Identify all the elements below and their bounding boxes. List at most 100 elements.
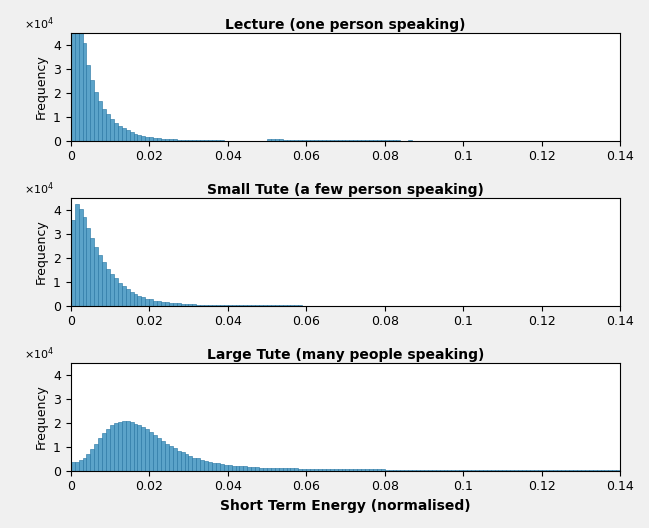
Bar <box>71 0 75 140</box>
Bar <box>467 470 471 471</box>
Bar <box>408 469 412 471</box>
Bar <box>177 304 180 306</box>
Bar <box>169 139 173 140</box>
Bar <box>463 470 467 471</box>
Bar <box>306 469 310 471</box>
Bar <box>216 463 220 471</box>
Y-axis label: Frequency: Frequency <box>34 54 47 119</box>
Bar <box>149 432 153 471</box>
Bar <box>165 444 169 471</box>
Bar <box>495 470 498 471</box>
Bar <box>204 461 208 471</box>
Bar <box>102 262 106 306</box>
Bar <box>502 470 506 471</box>
Bar <box>86 228 90 306</box>
Bar <box>118 422 122 471</box>
Bar <box>232 466 236 471</box>
Bar <box>369 469 373 471</box>
Bar <box>295 468 299 471</box>
Bar <box>169 303 173 306</box>
Bar <box>201 460 204 471</box>
Title: Lecture (one person speaking): Lecture (one person speaking) <box>225 18 466 32</box>
Bar <box>118 126 122 140</box>
Bar <box>271 468 275 471</box>
Bar <box>145 429 149 471</box>
Bar <box>153 138 157 140</box>
Bar <box>287 139 291 140</box>
Bar <box>299 468 302 471</box>
Bar <box>337 469 341 471</box>
Bar <box>287 468 291 471</box>
Bar <box>75 461 79 471</box>
Bar <box>75 0 79 140</box>
Bar <box>173 303 177 306</box>
Bar <box>389 469 393 471</box>
Bar <box>192 304 196 306</box>
Bar <box>220 464 224 471</box>
Bar <box>79 15 82 140</box>
Bar <box>94 444 98 471</box>
Bar <box>90 238 94 306</box>
Bar <box>196 458 201 471</box>
Bar <box>475 470 479 471</box>
Bar <box>404 470 408 471</box>
Bar <box>145 299 149 306</box>
Bar <box>188 456 192 471</box>
Bar <box>196 305 201 306</box>
Bar <box>483 470 487 471</box>
Bar <box>357 469 361 471</box>
Bar <box>114 423 118 471</box>
Title: Small Tute (a few person speaking): Small Tute (a few person speaking) <box>207 183 484 197</box>
Bar <box>114 278 118 306</box>
Bar <box>173 139 177 140</box>
Bar <box>424 470 428 471</box>
Bar <box>514 470 518 471</box>
Bar <box>114 123 118 140</box>
Bar <box>106 269 110 306</box>
Bar <box>487 470 491 471</box>
Bar <box>161 302 165 306</box>
Bar <box>138 296 141 306</box>
Bar <box>326 469 330 471</box>
Bar <box>459 470 463 471</box>
Bar <box>188 304 192 306</box>
Bar <box>82 218 86 306</box>
Y-axis label: Frequency: Frequency <box>34 384 47 449</box>
Bar <box>228 305 232 306</box>
Bar <box>102 433 106 471</box>
Bar <box>153 435 157 471</box>
Bar <box>216 305 220 306</box>
Bar <box>353 469 357 471</box>
Bar <box>271 139 275 140</box>
Bar <box>322 469 326 471</box>
Bar <box>302 469 306 471</box>
Bar <box>283 468 287 471</box>
Bar <box>412 470 416 471</box>
Bar <box>377 469 381 471</box>
Bar <box>310 468 314 471</box>
Bar <box>263 468 267 471</box>
Bar <box>428 470 432 471</box>
Bar <box>157 301 161 306</box>
Bar <box>334 469 337 471</box>
Bar <box>86 64 90 140</box>
Bar <box>491 470 495 471</box>
Bar <box>435 470 439 471</box>
Bar <box>90 449 94 471</box>
Bar <box>126 289 130 306</box>
Bar <box>138 425 141 471</box>
Bar <box>420 470 424 471</box>
Bar <box>184 304 188 306</box>
Bar <box>345 469 349 471</box>
Bar <box>149 299 153 306</box>
Bar <box>71 462 75 471</box>
Bar <box>439 470 443 471</box>
Bar <box>157 138 161 140</box>
Bar <box>126 130 130 140</box>
Bar <box>94 247 98 306</box>
Bar <box>102 109 106 140</box>
Bar <box>122 128 126 140</box>
Bar <box>267 139 271 140</box>
Bar <box>498 470 502 471</box>
Bar <box>138 135 141 140</box>
